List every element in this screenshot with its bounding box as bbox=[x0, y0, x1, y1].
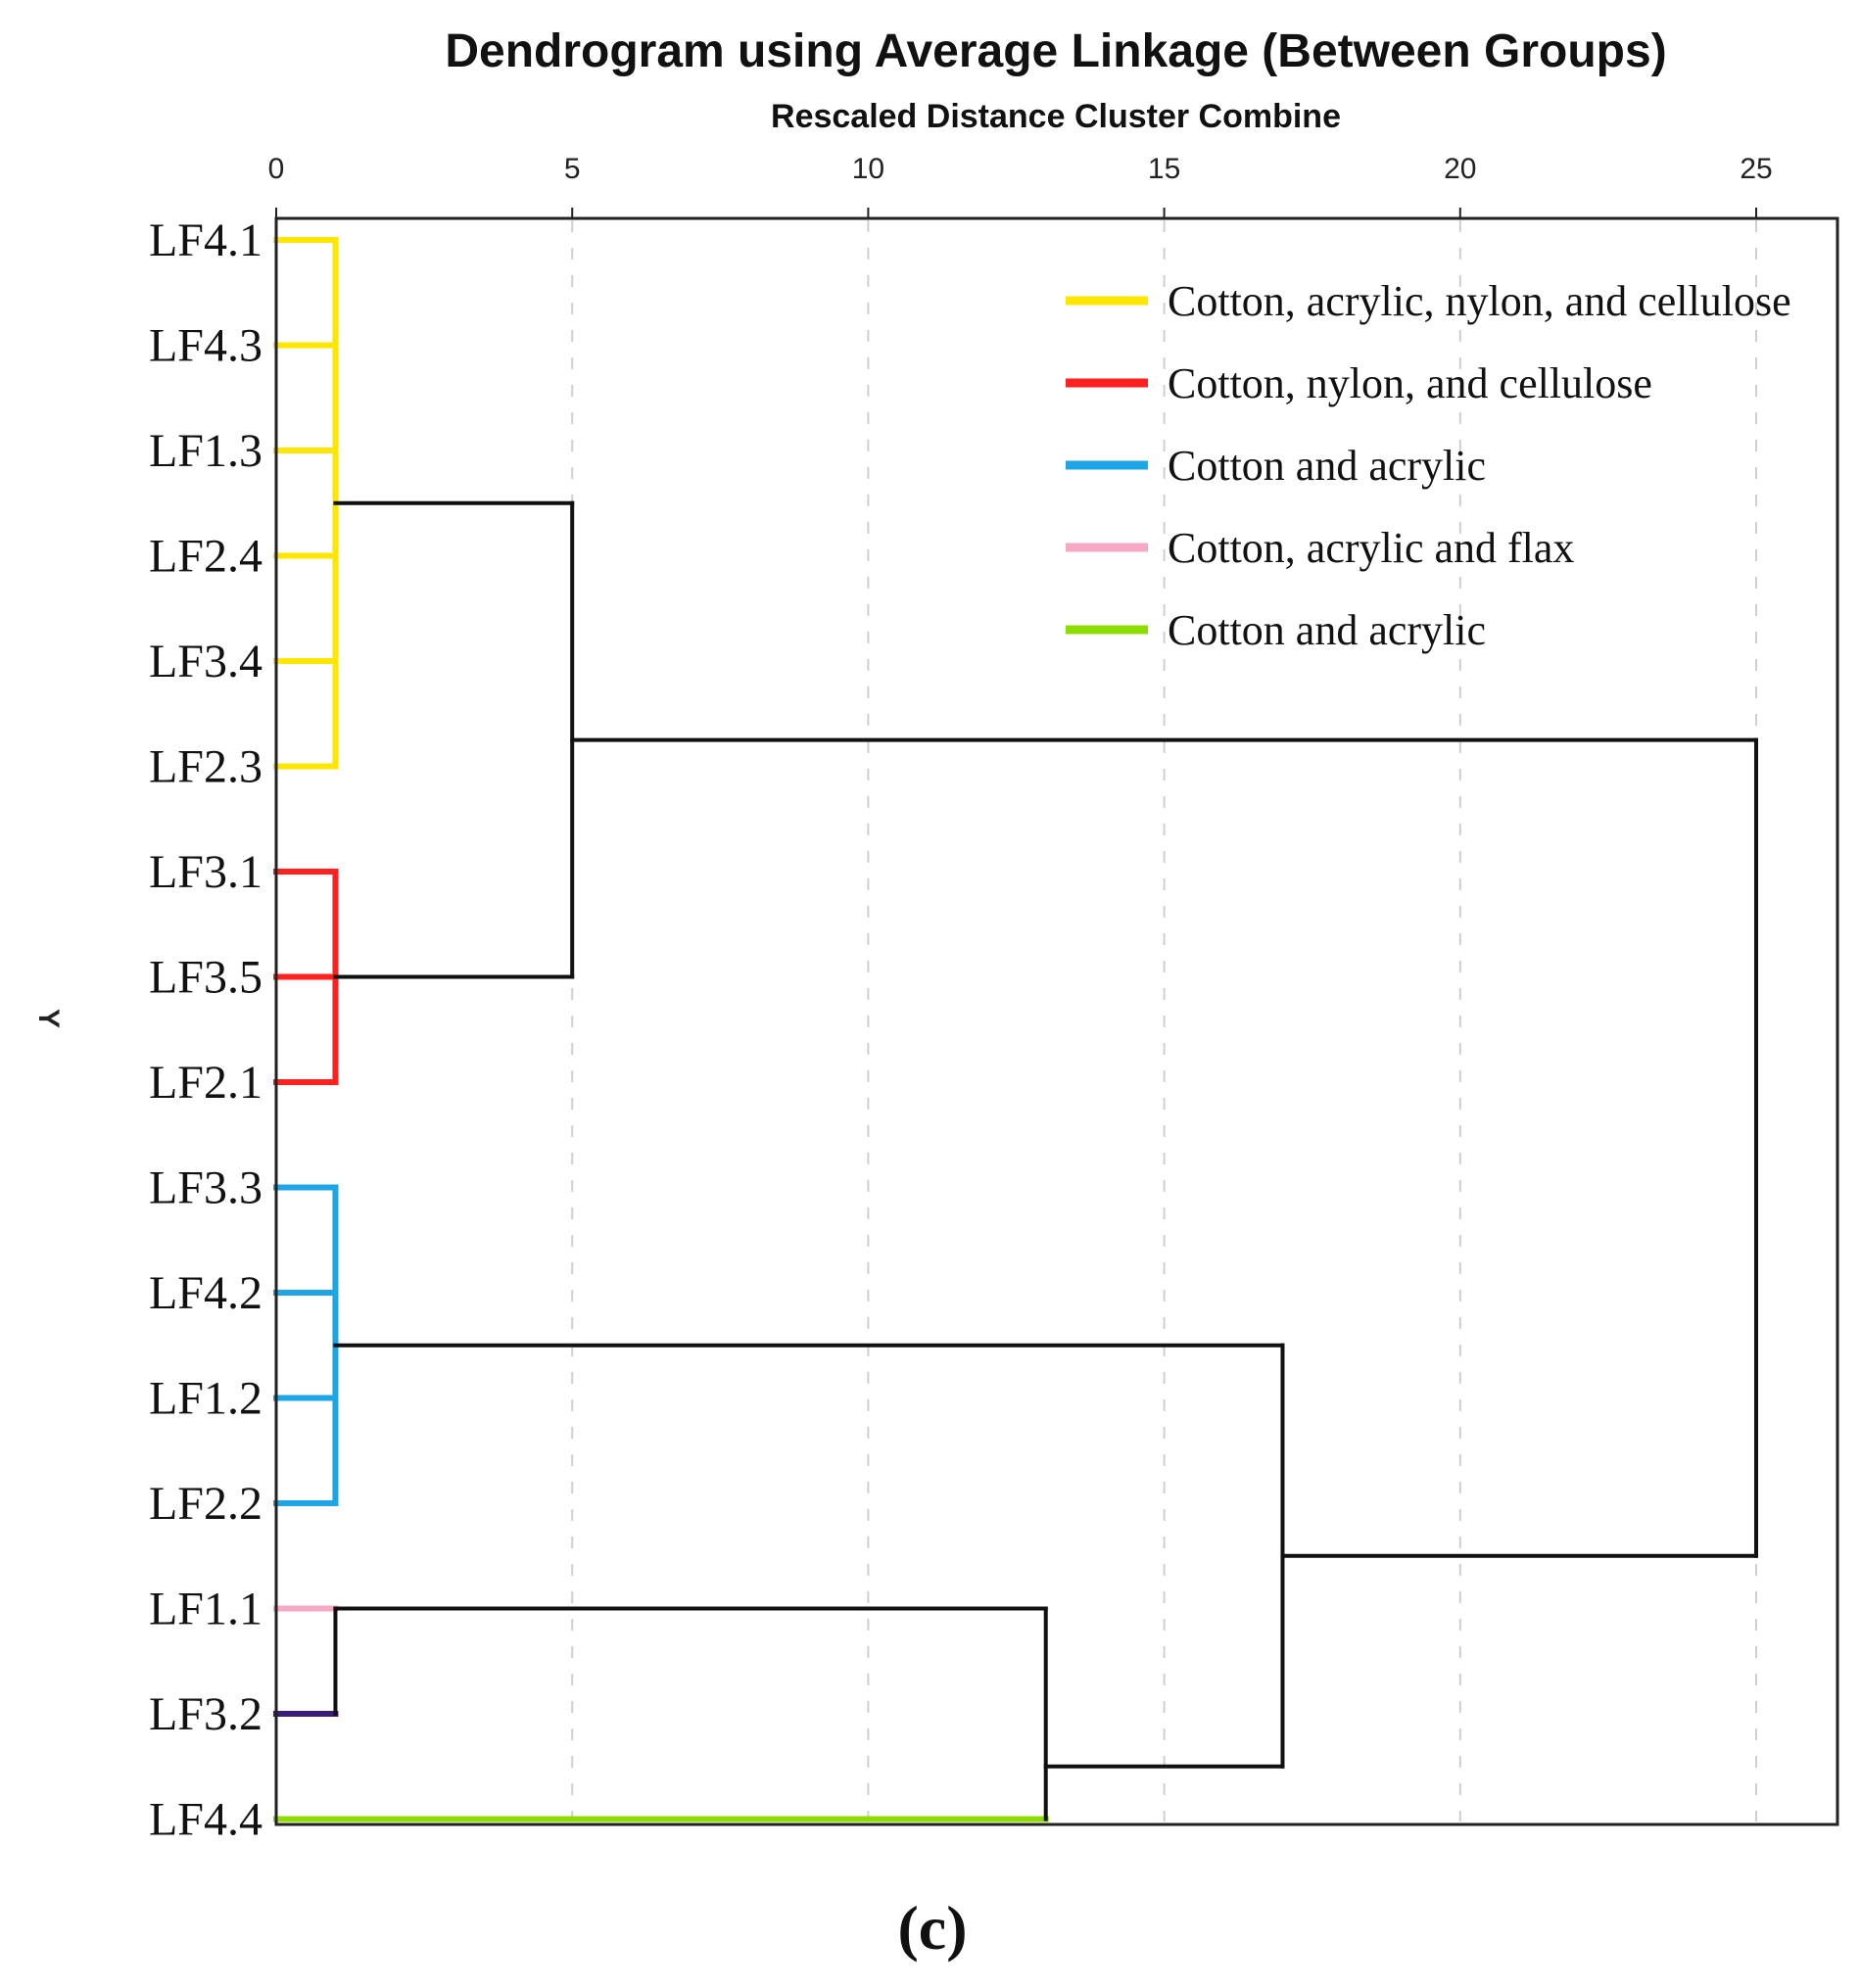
leaf-label: LF4.3 bbox=[149, 320, 262, 372]
y-axis-label: Y bbox=[32, 1009, 65, 1028]
leaf-label: LF3.4 bbox=[149, 636, 262, 687]
x-tick-label-0: 0 bbox=[268, 153, 285, 185]
leaf-label: LF2.4 bbox=[149, 531, 262, 583]
leaf-label: LF2.1 bbox=[149, 1057, 262, 1109]
leaf-label: LF3.3 bbox=[149, 1162, 262, 1214]
x-tick-label-10: 10 bbox=[852, 153, 884, 185]
x-tick-label-20: 20 bbox=[1444, 153, 1476, 185]
legend-label: Cotton and acrylic bbox=[1168, 442, 1486, 490]
leaf-label: LF4.2 bbox=[149, 1267, 262, 1319]
x-tick-label-5: 5 bbox=[564, 153, 581, 185]
leaf-label: LF2.3 bbox=[149, 741, 262, 793]
dendrogram-links bbox=[273, 237, 1758, 1822]
gridlines bbox=[571, 220, 1757, 1822]
legend-label: Cotton and acrylic bbox=[1168, 606, 1486, 654]
chart-subtitle: Rescaled Distance Cluster Combine bbox=[771, 98, 1341, 135]
x-tick-label-25: 25 bbox=[1740, 153, 1772, 185]
legend: Cotton, acrylic, nylon, and cellulose Cot… bbox=[1066, 277, 1791, 654]
leaf-labels: LF4.1 LF4.3 LF1.3 LF2.4 LF3.4 LF2.3 LF3.1 LF3.5… bbox=[149, 214, 262, 1846]
x-axis-ticks: 0 5 10 15 20 25 bbox=[268, 153, 1773, 218]
leaf-label: LF4.4 bbox=[149, 1794, 262, 1846]
legend-label: Cotton, acrylic, nylon, and cellulose bbox=[1168, 277, 1791, 325]
leaf-label: LF3.1 bbox=[149, 846, 262, 898]
leaf-label: LF1.2 bbox=[149, 1373, 262, 1425]
figure-caption: (c) bbox=[897, 1893, 967, 1963]
leaf-label: LF3.2 bbox=[149, 1688, 262, 1740]
leaf-label: LF3.5 bbox=[149, 952, 262, 1004]
leaf-label: LF1.1 bbox=[149, 1584, 262, 1635]
x-tick-label-15: 15 bbox=[1148, 153, 1180, 185]
legend-label: Cotton, nylon, and cellulose bbox=[1168, 359, 1652, 407]
plot-frame bbox=[274, 216, 1839, 1826]
leaf-label: LF2.2 bbox=[149, 1478, 262, 1530]
legend-label: Cotton, acrylic and flax bbox=[1168, 524, 1574, 572]
leaf-label: LF1.3 bbox=[149, 425, 262, 477]
chart-title: Dendrogram using Average Linkage (Betwee… bbox=[445, 25, 1666, 77]
leaf-label: LF4.1 bbox=[149, 214, 262, 266]
